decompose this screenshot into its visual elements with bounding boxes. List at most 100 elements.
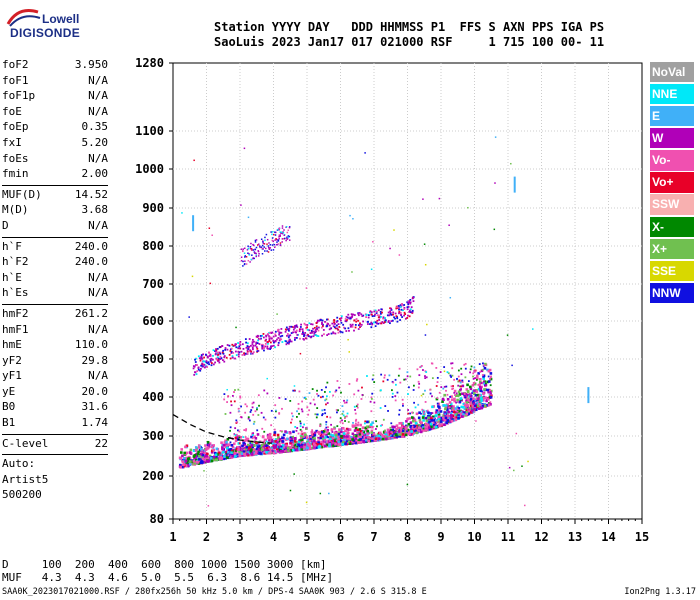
echo-point bbox=[325, 395, 328, 398]
echo-point bbox=[460, 367, 463, 370]
echo-point bbox=[414, 426, 417, 429]
echo-point bbox=[461, 384, 465, 388]
echo-point bbox=[356, 441, 360, 444]
echo-point bbox=[273, 428, 276, 431]
echo-point bbox=[269, 336, 272, 339]
echo-point bbox=[403, 311, 406, 314]
echo-point bbox=[344, 420, 346, 422]
echo-point bbox=[234, 434, 237, 436]
echo-point bbox=[360, 438, 364, 442]
echo-point bbox=[373, 436, 376, 440]
echo-point bbox=[292, 430, 295, 434]
echo-point bbox=[218, 346, 221, 349]
echo-point bbox=[218, 361, 221, 364]
echo-point bbox=[271, 231, 274, 233]
echo-point bbox=[328, 390, 331, 393]
echo-point bbox=[296, 427, 299, 429]
echo-point bbox=[344, 442, 347, 446]
echo-point bbox=[203, 455, 206, 458]
echo-point bbox=[257, 250, 260, 253]
echo-point bbox=[197, 446, 201, 449]
echo-point bbox=[407, 393, 409, 395]
echo-point bbox=[181, 465, 184, 469]
echo-point bbox=[334, 435, 338, 438]
echo-point bbox=[412, 384, 415, 387]
echo-point bbox=[372, 241, 374, 243]
echo-point bbox=[193, 456, 196, 460]
echo-point bbox=[246, 345, 249, 347]
echo-point bbox=[487, 380, 491, 383]
echo-point bbox=[436, 424, 440, 428]
echo-point bbox=[321, 430, 324, 434]
echo-point bbox=[369, 310, 372, 313]
echo-point bbox=[237, 342, 239, 344]
echo-point bbox=[434, 423, 438, 427]
echo-point bbox=[368, 435, 371, 438]
legend-item: SSE bbox=[650, 260, 694, 281]
echo-point bbox=[203, 363, 206, 366]
echo-point bbox=[292, 331, 295, 334]
echo-point bbox=[370, 313, 373, 316]
x-tick-label: 6 bbox=[337, 530, 344, 544]
echo-point bbox=[378, 314, 381, 317]
echo-point bbox=[290, 449, 293, 452]
echo-point bbox=[379, 311, 382, 313]
echo-point bbox=[315, 429, 318, 433]
echo-point bbox=[483, 364, 486, 367]
echo-point bbox=[265, 233, 268, 236]
echo-point bbox=[258, 452, 261, 455]
echo-point bbox=[406, 428, 410, 432]
echo-point bbox=[273, 433, 276, 437]
echo-point bbox=[280, 231, 283, 233]
echo-point bbox=[272, 335, 275, 338]
echo-point bbox=[284, 446, 287, 449]
echo-point bbox=[209, 358, 212, 361]
echo-point bbox=[359, 326, 361, 328]
echo-point bbox=[452, 405, 455, 408]
echo-point bbox=[376, 310, 378, 313]
echo-point bbox=[310, 329, 313, 332]
param-row: foF2 3.950 bbox=[2, 58, 108, 74]
echo-point bbox=[265, 445, 268, 447]
echo-point bbox=[482, 393, 485, 396]
echo-point bbox=[391, 396, 394, 398]
echo-point bbox=[366, 432, 369, 436]
echo-point bbox=[208, 351, 210, 354]
echo-point bbox=[218, 351, 221, 354]
echo-point bbox=[311, 388, 314, 390]
echo-point bbox=[342, 434, 345, 438]
echo-point bbox=[340, 436, 344, 439]
echo-point bbox=[489, 372, 493, 375]
param-value: 240.0 bbox=[74, 255, 108, 269]
echo-point bbox=[360, 313, 363, 316]
echo-point bbox=[330, 438, 334, 441]
echo-point bbox=[381, 311, 383, 314]
echo-point bbox=[482, 396, 486, 400]
echo-point bbox=[297, 407, 300, 410]
echo-point bbox=[246, 351, 249, 354]
echo-point bbox=[284, 328, 287, 331]
echo-point bbox=[330, 423, 333, 426]
echo-point bbox=[294, 324, 297, 327]
legend-item: X- bbox=[650, 216, 694, 237]
echo-point bbox=[419, 426, 422, 429]
echo-point bbox=[487, 403, 491, 407]
echo-point bbox=[467, 380, 470, 383]
echo-point bbox=[344, 429, 347, 433]
echo-point bbox=[249, 449, 253, 453]
x-tick-label: 3 bbox=[236, 530, 243, 544]
echo-point bbox=[377, 309, 380, 312]
echo-point bbox=[446, 408, 449, 411]
echo-point bbox=[506, 334, 509, 336]
echo-point bbox=[256, 342, 259, 344]
x-tick-label: 7 bbox=[370, 530, 377, 544]
echo-point bbox=[242, 260, 244, 263]
echo-point bbox=[323, 391, 326, 393]
param-name: h`E bbox=[2, 270, 22, 284]
echo-point bbox=[424, 425, 428, 429]
y-tick-label: 300 bbox=[142, 429, 164, 443]
echo-point bbox=[445, 421, 449, 424]
param-row: hmF2 261.2 bbox=[2, 307, 108, 323]
echo-point bbox=[298, 330, 301, 333]
